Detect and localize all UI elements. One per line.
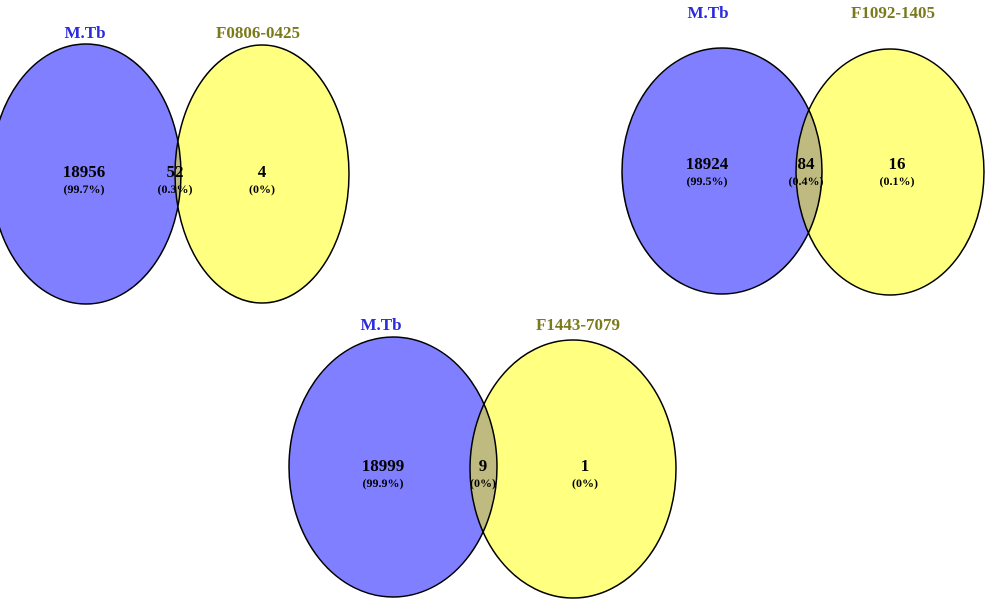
venn-3-left-only-pct: (99.9%) bbox=[363, 476, 404, 490]
venn-3-left-label: M.Tb bbox=[360, 315, 401, 334]
venn-2-right-circle bbox=[796, 49, 984, 295]
venn-2-right-outline bbox=[795, 48, 985, 296]
venn-1-left-circle bbox=[0, 44, 181, 304]
venn-2-left-label: M.Tb bbox=[687, 3, 728, 22]
venn-1-left-only-pct: (99.7%) bbox=[64, 182, 105, 196]
venn-1-left-label: M.Tb bbox=[64, 23, 105, 42]
venn-1-right-circle bbox=[175, 45, 349, 303]
venn-3-left-only-count: 18999 bbox=[362, 456, 405, 475]
venn-1-overlap-count: 52 bbox=[167, 162, 184, 181]
venn-2-left-only-pct: (99.5%) bbox=[687, 174, 728, 188]
venn-2-right-only-count: 16 bbox=[889, 154, 906, 173]
venn-3-right-only-count: 1 bbox=[581, 456, 590, 475]
venn-1-overlap-pct: (0.3%) bbox=[158, 182, 193, 196]
venn-2-left-only-count: 18924 bbox=[686, 154, 729, 173]
venn-2-right-label: F1092-1405 bbox=[851, 3, 935, 22]
venn-3-right-only-pct: (0%) bbox=[572, 476, 598, 490]
venn-1-right-only-count: 4 bbox=[258, 162, 267, 181]
venn-3-left-circle bbox=[289, 337, 497, 597]
venn-2-overlap-pct: (0.4%) bbox=[789, 174, 824, 188]
venn-diagram-1: M.Tb F0806-0425 18956 (99.7%) 52 (0.3%) … bbox=[0, 23, 350, 305]
venn-2-right-only-pct: (0.1%) bbox=[880, 174, 915, 188]
venn-diagram-2: M.Tb F1092-1405 18924 (99.5%) 84 (0.4%) … bbox=[621, 3, 985, 296]
venn-diagram-3: M.Tb F1443-7079 18999 (99.9%) 9 (0%) 1 (… bbox=[288, 315, 677, 599]
venn-2-overlap-count: 84 bbox=[798, 154, 816, 173]
venn-1-right-only-pct: (0%) bbox=[249, 182, 275, 196]
venn-3-left-outline bbox=[288, 336, 498, 598]
venn-2-left-circle bbox=[622, 48, 822, 294]
venn-3-overlap-pct: (0%) bbox=[470, 476, 496, 490]
venn-3-right-outline bbox=[469, 339, 677, 599]
venn-1-right-outline bbox=[174, 44, 350, 304]
venn-3-right-circle bbox=[470, 340, 676, 598]
venn-2-left-outline bbox=[621, 47, 823, 295]
venn-3-right-label: F1443-7079 bbox=[536, 315, 620, 334]
venn-1-left-only-count: 18956 bbox=[63, 162, 106, 181]
venn-1-right-label: F0806-0425 bbox=[216, 23, 300, 42]
venn-3-overlap-count: 9 bbox=[479, 456, 488, 475]
venn-1-left-outline bbox=[0, 43, 182, 305]
